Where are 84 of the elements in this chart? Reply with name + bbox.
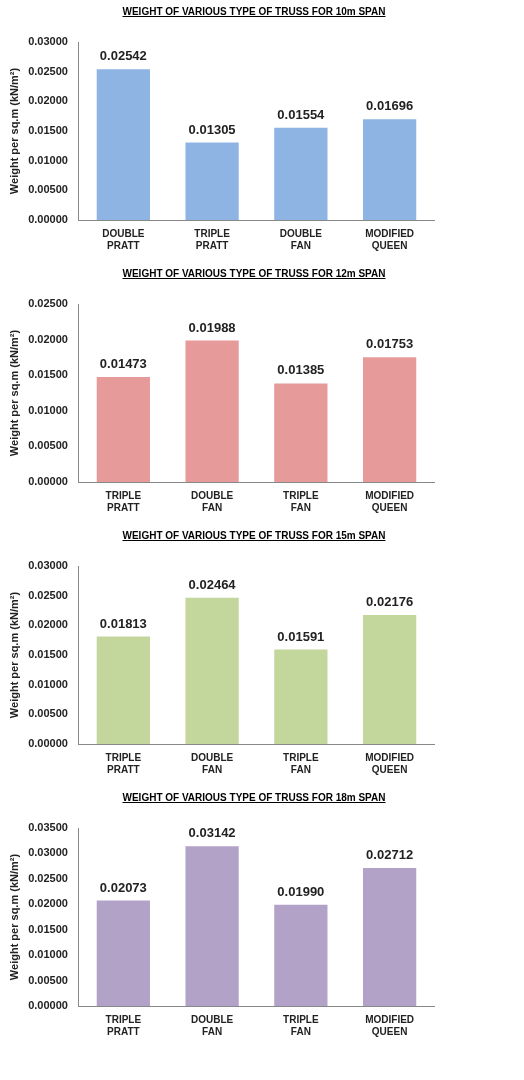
x-tick-label: DOUBLE FAN xyxy=(190,489,234,513)
y-tick-label: 0.01000 xyxy=(28,948,68,961)
data-label: 0.01988 xyxy=(188,319,236,335)
bar xyxy=(362,868,417,1006)
bar xyxy=(96,900,150,1006)
y-tick-label: 0.01000 xyxy=(28,153,68,166)
bar xyxy=(96,69,150,220)
data-label: 0.01385 xyxy=(277,362,325,378)
y-tick-label: 0.02000 xyxy=(28,897,68,910)
data-label: 0.01305 xyxy=(188,121,236,137)
y-tick-label: 0.00500 xyxy=(28,439,68,452)
x-tick-label: MODIFIED QUEEN xyxy=(365,489,415,513)
data-label: 0.01990 xyxy=(277,883,325,899)
x-tick-label: MODIFIED QUEEN xyxy=(365,751,415,775)
y-tick-label: 0.02500 xyxy=(28,588,68,601)
y-axis-title: Weight per sq.m (kN/m²) xyxy=(7,329,20,457)
y-tick-label: 0.00000 xyxy=(28,999,68,1012)
chart-title: WEIGHT OF VARIOUS TYPE OF TRUSS FOR 15m SPAN xyxy=(121,529,387,543)
x-tick-label: MODIFIED QUEEN xyxy=(365,1013,415,1037)
y-tick-label: 0.01000 xyxy=(28,403,68,416)
x-tick-label: MODIFIED QUEEN xyxy=(365,227,415,251)
bar xyxy=(362,614,417,744)
data-label: 0.01473 xyxy=(99,356,147,372)
y-tick-label: 0.02500 xyxy=(28,64,68,77)
y-tick-label: 0.02500 xyxy=(28,871,68,884)
y-tick-label: 0.00500 xyxy=(28,183,68,196)
y-axis-title: Weight per sq.m (kN/m²) xyxy=(7,853,20,981)
y-tick-label: 0.00500 xyxy=(28,707,68,720)
x-tick-label: TRIPLE PRATT xyxy=(105,489,142,513)
y-axis-title: Weight per sq.m (kN/m²) xyxy=(7,67,20,195)
x-tick-label: TRIPLE PRATT xyxy=(105,751,142,775)
data-label: 0.01696 xyxy=(366,98,414,114)
chart-title: WEIGHT OF VARIOUS TYPE OF TRUSS FOR 18m SPAN xyxy=(121,791,387,805)
data-label: 0.02073 xyxy=(99,879,147,895)
y-tick-label: 0.02000 xyxy=(28,94,68,107)
y-tick-label: 0.03000 xyxy=(28,35,68,48)
x-tick-label: TRIPLE PRATT xyxy=(105,1013,142,1037)
x-tick-label: DOUBLE PRATT xyxy=(102,227,145,251)
y-tick-label: 0.03000 xyxy=(28,559,68,572)
x-tick-label: TRIPLE FAN xyxy=(283,751,319,775)
y-tick-label: 0.01500 xyxy=(28,368,68,381)
bar xyxy=(274,904,328,1006)
bar xyxy=(185,846,239,1006)
y-tick-label: 0.01500 xyxy=(28,922,68,935)
y-tick-label: 0.02000 xyxy=(28,332,68,345)
x-tick-label: DOUBLE FAN xyxy=(279,227,323,251)
data-label: 0.03142 xyxy=(188,825,236,841)
data-label: 0.02176 xyxy=(366,593,414,609)
bar xyxy=(185,597,239,744)
y-tick-label: 0.00000 xyxy=(28,737,68,750)
y-tick-label: 0.00000 xyxy=(28,213,68,226)
bar xyxy=(185,340,239,482)
y-axis-title: Weight per sq.m (kN/m²) xyxy=(7,591,20,719)
data-label: 0.01813 xyxy=(99,615,147,631)
x-tick-label: DOUBLE FAN xyxy=(190,751,234,775)
bar xyxy=(274,649,328,744)
data-label: 0.01554 xyxy=(277,106,326,122)
bar xyxy=(362,119,417,220)
y-tick-label: 0.02500 xyxy=(28,297,68,310)
y-tick-label: 0.01500 xyxy=(28,648,68,661)
y-tick-label: 0.01000 xyxy=(28,677,68,690)
bar xyxy=(185,142,239,220)
y-tick-label: 0.03000 xyxy=(28,846,68,859)
data-label: 0.01591 xyxy=(277,628,325,644)
x-tick-label: TRIPLE PRATT xyxy=(194,227,231,251)
data-label: 0.01753 xyxy=(366,336,414,352)
bar xyxy=(96,377,150,482)
chart-title: WEIGHT OF VARIOUS TYPE OF TRUSS FOR 12m SPAN xyxy=(121,267,387,281)
y-tick-label: 0.02000 xyxy=(28,618,68,631)
data-label: 0.02542 xyxy=(99,48,147,64)
y-tick-label: 0.00000 xyxy=(28,475,68,488)
y-tick-label: 0.03500 xyxy=(28,821,68,834)
bar xyxy=(362,357,417,482)
x-tick-label: TRIPLE FAN xyxy=(283,489,319,513)
y-tick-label: 0.00500 xyxy=(28,973,68,986)
bar xyxy=(274,127,328,220)
data-label: 0.02464 xyxy=(188,576,237,592)
x-tick-label: DOUBLE FAN xyxy=(190,1013,234,1037)
chart-title: WEIGHT OF VARIOUS TYPE OF TRUSS FOR 10m SPAN xyxy=(121,5,387,19)
data-label: 0.02712 xyxy=(366,847,414,863)
y-tick-label: 0.01500 xyxy=(28,124,68,137)
bar xyxy=(274,383,328,482)
x-tick-label: TRIPLE FAN xyxy=(283,1013,319,1037)
bar xyxy=(96,636,150,744)
